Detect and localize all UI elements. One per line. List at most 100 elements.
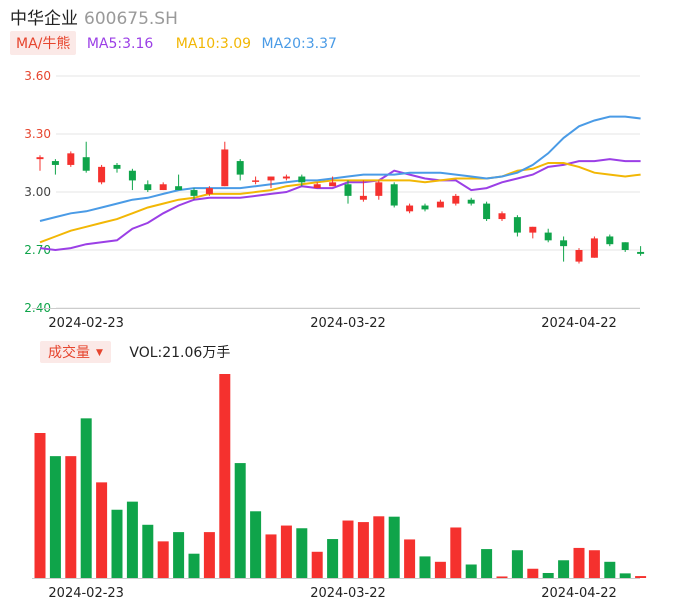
volume-bar: [203, 532, 215, 578]
candle-body: [621, 242, 629, 250]
price-x-tick-label: 2024-02-23: [48, 316, 124, 331]
volume-bar: [250, 511, 262, 578]
candle-body: [282, 176, 290, 179]
volume-bar: [126, 501, 138, 578]
volume-bar: [327, 539, 339, 578]
candle-body: [98, 166, 106, 183]
candle-body: [51, 161, 59, 165]
volume-bar: [404, 539, 416, 578]
candle-body: [221, 149, 229, 187]
volume-indicator-dropdown[interactable]: 成交量 ▼: [40, 341, 111, 363]
volume-bar: [311, 551, 323, 578]
candle-body: [406, 205, 414, 212]
volume-bar: [111, 509, 123, 578]
volume-bar: [357, 522, 369, 578]
volume-bar: [465, 564, 477, 578]
volume-bar: [342, 520, 354, 578]
volume-bar: [388, 516, 400, 578]
price-y-tick-label: 3.30: [24, 127, 51, 141]
candle-body: [344, 184, 352, 196]
volume-bar: [280, 525, 292, 578]
volume-bar: [49, 456, 61, 578]
candle-body: [205, 188, 213, 194]
caret-down-icon: ▼: [96, 348, 103, 358]
candle-body: [144, 184, 152, 191]
stock-name: 中华企业: [10, 9, 78, 29]
ma-line-ma20: [39, 115, 641, 222]
volume-bar: [496, 576, 508, 578]
volume-bar: [434, 561, 446, 578]
candle-body: [606, 236, 614, 245]
price-x-tick-label: 2024-03-22: [310, 316, 386, 331]
volume-bar: [157, 541, 169, 578]
volume-bar: [511, 550, 523, 578]
volume-bar: [373, 516, 385, 578]
volume-x-tick-label: 2024-03-22: [310, 586, 386, 601]
candle-body: [329, 182, 337, 187]
volume-bar: [173, 532, 185, 578]
price-y-tick-label: 3.60: [24, 69, 51, 83]
volume-legend: 成交量 ▼ VOL:21.06万手: [40, 341, 230, 363]
volume-bar: [265, 534, 277, 578]
ma-indicator-tab[interactable]: MA/牛熊: [10, 31, 77, 55]
candle-body: [390, 184, 398, 206]
volume-bar: [619, 573, 631, 578]
volume-bar: [65, 456, 77, 578]
candle-body: [483, 203, 491, 220]
candle-body: [267, 176, 275, 181]
volume-bar: [34, 433, 46, 578]
candle-body: [236, 161, 244, 175]
volume-x-tick-label: 2024-04-22: [541, 586, 617, 601]
candle-body: [529, 226, 537, 233]
volume-bar: [234, 463, 246, 578]
candle-body: [359, 195, 367, 200]
candle-body: [436, 201, 444, 208]
price-x-tick-label: 2024-04-22: [541, 316, 617, 331]
volume-bar: [588, 550, 600, 578]
volume-bar: [188, 553, 200, 578]
candle-body: [252, 180, 260, 182]
volume-bar: [558, 560, 570, 578]
stock-code: 600675.SH: [84, 9, 178, 29]
volume-value: VOL:21.06万手: [129, 345, 231, 361]
ma-legend: MA/牛熊 MA5:3.16 MA10:3.09 MA20:3.37: [10, 31, 337, 55]
volume-bar: [527, 568, 539, 578]
candle-body: [590, 238, 598, 258]
volume-bar: [219, 374, 231, 578]
ma10-legend: MA10:3.09: [175, 36, 252, 52]
volume-bar: [296, 528, 308, 578]
candle-body: [190, 190, 198, 196]
ma5-legend: MA5:3.16: [86, 36, 154, 52]
price-y-tick-label: 2.70: [24, 243, 51, 257]
candle-body: [313, 184, 321, 189]
candle-body: [421, 205, 429, 210]
volume-bar: [96, 482, 108, 578]
price-y-tick-label: 3.00: [24, 185, 51, 199]
ma-line-ma10: [39, 162, 641, 244]
candle-body: [513, 217, 521, 233]
ma-line-ma5: [39, 158, 641, 252]
candle-body: [36, 157, 44, 160]
candle-body: [452, 195, 460, 204]
candle-body: [575, 250, 583, 262]
candle-body: [637, 251, 645, 254]
candle-body: [498, 213, 506, 220]
volume-bar: [450, 527, 462, 578]
volume-bar: [419, 556, 431, 578]
candle-body: [113, 164, 121, 169]
candle-body: [175, 186, 183, 191]
candle-body: [67, 153, 75, 165]
candle-body: [375, 182, 383, 196]
volume-bar: [573, 547, 585, 578]
volume-bar: [481, 549, 493, 578]
candle-body: [82, 157, 90, 171]
volume-bar: [80, 418, 92, 578]
candle-body: [128, 170, 136, 181]
ma20-legend: MA20:3.37: [261, 36, 337, 52]
volume-bar: [635, 576, 647, 578]
candle-body: [298, 176, 306, 183]
volume-bar: [604, 561, 616, 578]
candle-body: [544, 232, 552, 241]
candle-body: [560, 240, 568, 247]
